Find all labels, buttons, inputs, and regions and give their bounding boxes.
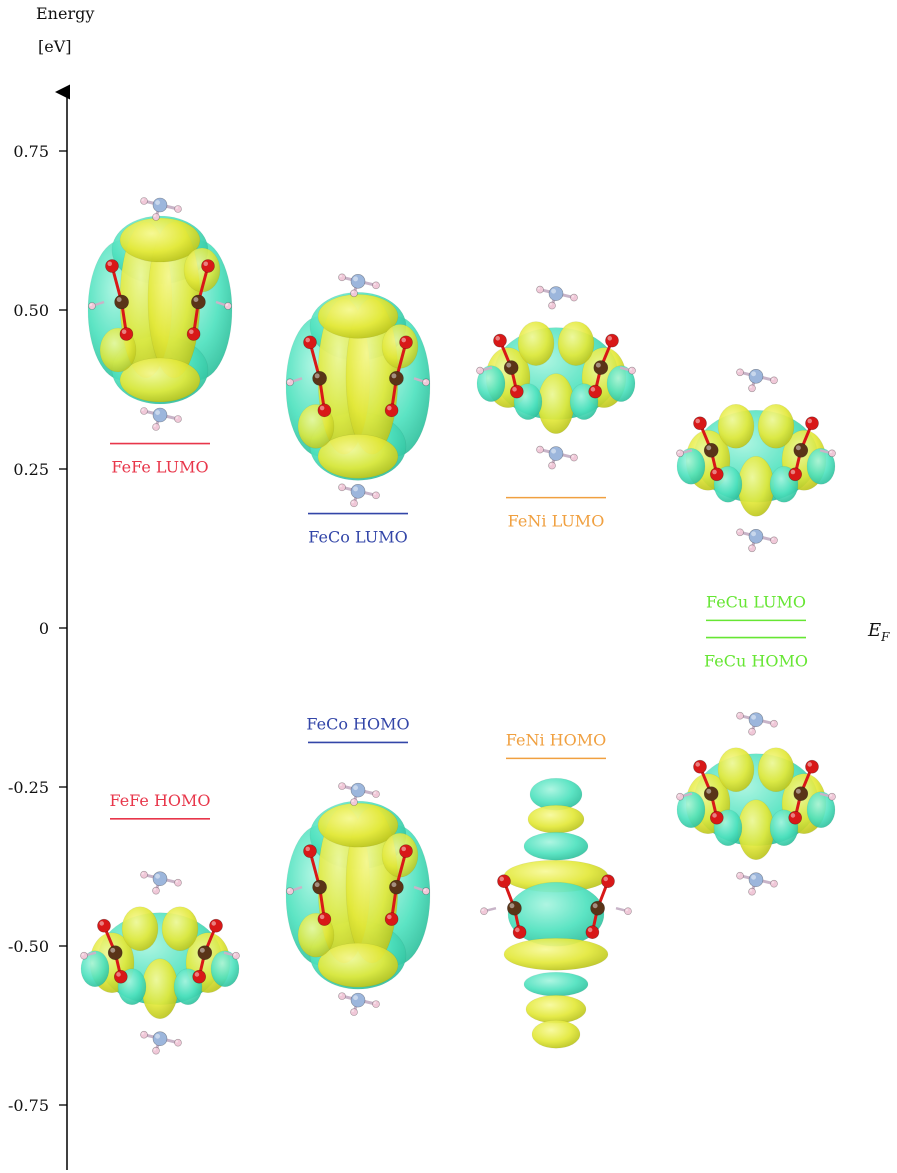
orbital-feni-lumo: [476, 285, 636, 470]
fermi-level: EF: [67, 620, 890, 644]
level-label-feni-homo: FeNi HOMO: [506, 730, 606, 749]
level-label-fecu-lumo: FeCu LUMO: [706, 592, 806, 611]
y-tick-label: -0.75: [8, 1096, 49, 1115]
y-axis-unit: [eV]: [38, 37, 72, 56]
level-label-fefe-lumo: FeFe LUMO: [111, 458, 208, 477]
level-label-feco-homo: FeCo HOMO: [306, 714, 409, 733]
energy-levels: FeFe LUMO FeFe HOMO FeCo LUMO FeCo HOMO FeNi…: [109, 442, 808, 820]
level-label-feco-lumo: FeCo LUMO: [308, 528, 407, 547]
orbital-fefe-homo: [80, 870, 240, 1055]
orbital-fefe-lumo: [87, 197, 233, 431]
y-axis-label: Energy: [36, 4, 94, 23]
level-label-feni-lumo: FeNi LUMO: [508, 512, 605, 531]
orbital-fecu-homo: [676, 711, 836, 896]
y-axis-ticks: 0.75 0.50 0.25 0 -0.25 -0.50 -0.75: [8, 142, 67, 1115]
y-tick-label: 0.75: [13, 142, 49, 161]
level-label-fecu-homo: FeCu HOMO: [704, 652, 808, 671]
orbital-isosurfaces: [80, 197, 836, 1055]
y-tick-label: -0.50: [8, 937, 49, 956]
orbital-fecu-lumo: [676, 368, 836, 553]
orbital-feco-homo: [285, 782, 431, 1016]
y-tick-label: 0: [39, 619, 49, 638]
orbital-feni-homo: [480, 777, 632, 1049]
orbital-feco-lumo: [285, 273, 431, 508]
level-label-fefe-homo: FeFe HOMO: [109, 791, 210, 810]
fermi-label: EF: [867, 620, 890, 644]
y-tick-label: -0.25: [8, 778, 49, 797]
y-tick-label: 0.50: [13, 301, 49, 320]
y-tick-label: 0.25: [13, 460, 49, 479]
